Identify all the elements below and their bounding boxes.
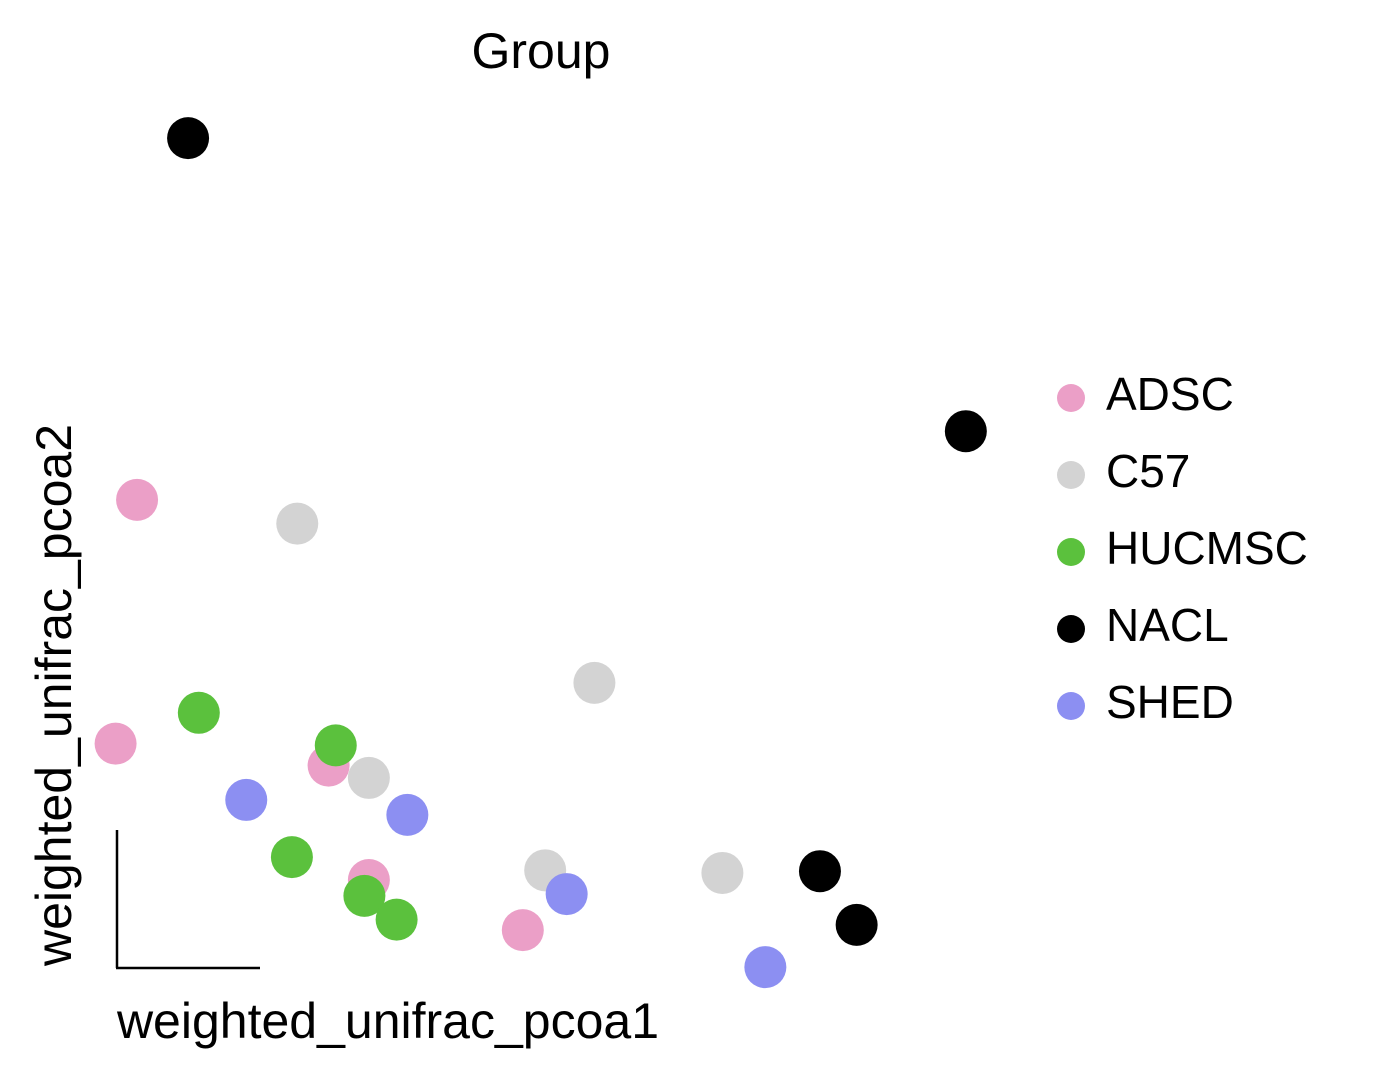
- legend-label: SHED: [1106, 676, 1234, 728]
- legend-marker: [1057, 384, 1085, 412]
- legend-label: ADSC: [1106, 368, 1234, 420]
- point: [270, 836, 313, 879]
- point: [347, 756, 390, 799]
- point: [501, 909, 544, 952]
- point: [573, 661, 616, 704]
- legend-marker: [1057, 538, 1085, 566]
- legend-label: C57: [1106, 445, 1190, 497]
- legend: ADSC C57 HUCMSC NACL SHED: [1057, 368, 1308, 728]
- point: [386, 793, 429, 836]
- point: [835, 903, 878, 946]
- point: [276, 502, 319, 545]
- legend-marker: [1057, 615, 1085, 643]
- point: [314, 724, 357, 767]
- x-axis-label: weighted_unifrac_pcoa1: [116, 993, 659, 1049]
- legend-label: NACL: [1106, 599, 1229, 651]
- y-axis-label: weighted_unifrac_pcoa2: [26, 424, 82, 967]
- legend-label: HUCMSC: [1106, 522, 1308, 574]
- point: [167, 117, 210, 160]
- point: [798, 850, 841, 893]
- point: [116, 478, 159, 521]
- point: [225, 778, 268, 821]
- point: [343, 874, 386, 917]
- legend-marker: [1057, 461, 1085, 489]
- point: [177, 691, 220, 734]
- plot-area: [94, 117, 987, 989]
- point: [94, 722, 137, 765]
- point: [375, 898, 418, 941]
- chart-title: Group: [472, 23, 611, 79]
- legend-marker: [1057, 692, 1085, 720]
- point: [944, 410, 987, 453]
- point: [545, 873, 588, 916]
- point: [744, 946, 787, 989]
- point: [701, 851, 744, 894]
